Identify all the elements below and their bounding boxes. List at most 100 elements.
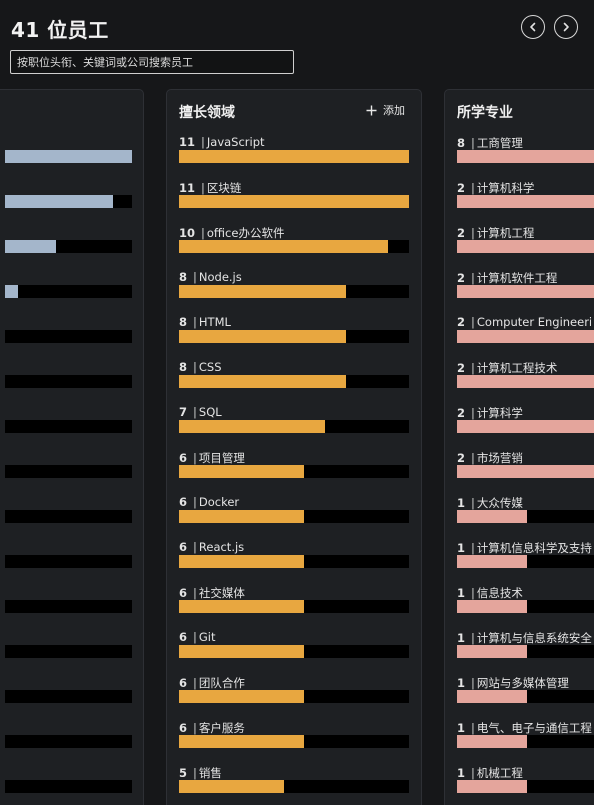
skill-row[interactable]: 10 | office办公软件	[167, 225, 421, 270]
skill-row[interactable]: 6 | Git	[167, 630, 421, 675]
skill-row[interactable]: 8 | Node.js	[167, 270, 421, 315]
left-bar-track	[5, 645, 132, 658]
skill-row[interactable]: 11 | 区块链	[167, 180, 421, 225]
separator: |	[471, 766, 475, 780]
major-row[interactable]: 2 | 计算机科学	[445, 180, 594, 225]
major-row[interactable]: 2 | 计算机软件工程	[445, 270, 594, 315]
skill-row[interactable]: 6 | 客户服务	[167, 720, 421, 765]
left-row[interactable]	[0, 225, 143, 270]
skill-row[interactable]: 6 | Docker	[167, 495, 421, 540]
left-row[interactable]	[0, 270, 143, 315]
prev-button[interactable]	[521, 15, 545, 39]
left-row[interactable]	[0, 585, 143, 630]
major-label: 1 | 电气、电子与通信工程	[457, 720, 592, 736]
separator: |	[201, 226, 205, 240]
skill-bar-track	[179, 555, 409, 568]
skill-bar-fill	[179, 150, 409, 163]
left-row[interactable]	[0, 495, 143, 540]
left-row[interactable]	[0, 315, 143, 360]
next-button[interactable]	[554, 15, 578, 39]
chevron-left-icon	[530, 22, 536, 32]
skill-bar-fill	[179, 195, 409, 208]
major-row[interactable]: 1 | 电气、电子与通信工程	[445, 720, 594, 765]
skill-label: 11 | JavaScript	[179, 135, 265, 149]
left-panel	[0, 89, 144, 805]
skill-bar-track	[179, 195, 409, 208]
major-count: 2	[457, 226, 466, 240]
left-row[interactable]	[0, 360, 143, 405]
skill-label: 7 | SQL	[179, 405, 222, 419]
left-row[interactable]	[0, 540, 143, 585]
skill-row[interactable]: 6 | 社交媒体	[167, 585, 421, 630]
major-label: 1 | 信息技术	[457, 585, 523, 601]
major-bar-fill	[457, 330, 594, 343]
plus-icon	[366, 105, 377, 115]
majors-panel: 所学专业 8 | 工商管理 2 | 计算机科学 2 | 计算机工程 2 | 计算机软件工程 2 | Comp…	[444, 89, 594, 805]
major-bar-track	[457, 150, 594, 163]
skill-row[interactable]: 6 | React.js	[167, 540, 421, 585]
skill-label: 6 | React.js	[179, 540, 244, 554]
major-name: 市场营销	[476, 451, 523, 465]
major-row[interactable]: 1 | 计算机信息科学及支持	[445, 540, 594, 585]
skill-name: 团队合作	[198, 676, 245, 690]
major-row[interactable]: 1 | 网站与多媒体管理	[445, 675, 594, 720]
skill-bar-track	[179, 150, 409, 163]
skill-bar-fill	[179, 510, 305, 523]
skill-name: Docker	[198, 495, 240, 509]
major-bar-fill	[457, 375, 594, 388]
left-row[interactable]	[0, 450, 143, 495]
left-row[interactable]	[0, 675, 143, 720]
skill-name: HTML	[198, 315, 231, 329]
add-skill-button[interactable]: 添加	[366, 102, 405, 118]
major-row[interactable]: 2 | 计算科学	[445, 405, 594, 450]
left-row[interactable]	[0, 630, 143, 675]
major-row[interactable]: 2 | 计算机工程技术	[445, 360, 594, 405]
major-row[interactable]: 1 | 计算机与信息系统安全	[445, 630, 594, 675]
skill-name: 区块链	[206, 181, 242, 195]
skill-count: 6	[179, 630, 188, 644]
major-name: 机械工程	[476, 766, 523, 780]
major-count: 2	[457, 271, 466, 285]
left-row[interactable]	[0, 720, 143, 765]
skill-label: 10 | office办公软件	[179, 225, 284, 241]
left-row[interactable]	[0, 135, 143, 180]
separator: |	[471, 315, 475, 329]
skill-row[interactable]: 6 | 项目管理	[167, 450, 421, 495]
skill-row[interactable]: 5 | 销售	[167, 765, 421, 805]
skill-row[interactable]: 8 | CSS	[167, 360, 421, 405]
left-row[interactable]	[0, 405, 143, 450]
major-bar-track	[457, 375, 594, 388]
skill-label: 6 | Docker	[179, 495, 239, 509]
major-row[interactable]: 1 | 信息技术	[445, 585, 594, 630]
search-input[interactable]	[10, 50, 294, 74]
major-row[interactable]: 2 | 计算机工程	[445, 225, 594, 270]
left-bar-track	[5, 510, 132, 523]
skill-row[interactable]: 6 | 团队合作	[167, 675, 421, 720]
skill-label: 6 | 客户服务	[179, 720, 245, 736]
skill-label: 6 | Git	[179, 630, 216, 644]
major-row[interactable]: 1 | 机械工程	[445, 765, 594, 805]
major-bar-track	[457, 465, 594, 478]
skill-label: 8 | HTML	[179, 315, 231, 329]
major-label: 1 | 计算机与信息系统安全	[457, 630, 592, 646]
major-row[interactable]: 1 | 大众传媒	[445, 495, 594, 540]
major-label: 8 | 工商管理	[457, 135, 523, 151]
skill-row[interactable]: 11 | JavaScript	[167, 135, 421, 180]
left-row[interactable]	[0, 180, 143, 225]
skill-row[interactable]: 8 | HTML	[167, 315, 421, 360]
major-row[interactable]: 2 | Computer Engineeri	[445, 315, 594, 360]
skill-name: SQL	[198, 405, 222, 419]
major-name: 计算机信息科学及支持	[476, 541, 592, 555]
skill-row[interactable]: 7 | SQL	[167, 405, 421, 450]
separator: |	[193, 586, 197, 600]
major-row[interactable]: 2 | 市场营销	[445, 450, 594, 495]
major-row[interactable]: 8 | 工商管理	[445, 135, 594, 180]
major-bar-track	[457, 240, 594, 253]
major-count: 1	[457, 631, 466, 645]
skill-bar-track	[179, 735, 409, 748]
separator: |	[471, 181, 475, 195]
separator: |	[471, 451, 475, 465]
major-label: 1 | 网站与多媒体管理	[457, 675, 569, 691]
left-row[interactable]	[0, 765, 143, 805]
separator: |	[471, 406, 475, 420]
